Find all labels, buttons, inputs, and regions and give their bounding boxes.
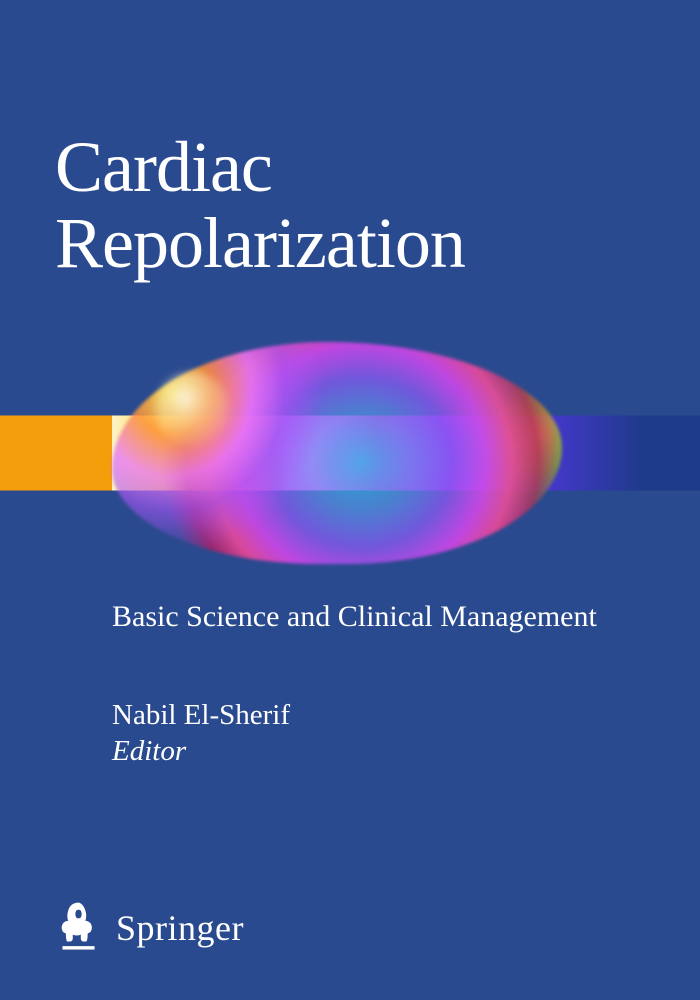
- publisher-block: Springer: [55, 898, 244, 958]
- decorative-band: [0, 342, 700, 564]
- title-block: Cardiac Repolarization: [55, 130, 660, 281]
- book-cover: Cardiac Repolarization Basic Science and…: [0, 0, 700, 1000]
- blob-highlight: [155, 372, 230, 447]
- book-subtitle: Basic Science and Clinical Management: [112, 598, 650, 636]
- editor-name: Nabil El-Sherif: [112, 697, 290, 733]
- book-title: Cardiac Repolarization: [55, 130, 660, 281]
- springer-horse-icon: [55, 898, 102, 958]
- band-orange-segment: [0, 416, 112, 491]
- editor-block: Nabil El-Sherif Editor: [112, 697, 290, 770]
- subtitle-block: Basic Science and Clinical Management: [112, 598, 650, 636]
- editor-role: Editor: [112, 733, 290, 769]
- publisher-name: Springer: [116, 907, 244, 949]
